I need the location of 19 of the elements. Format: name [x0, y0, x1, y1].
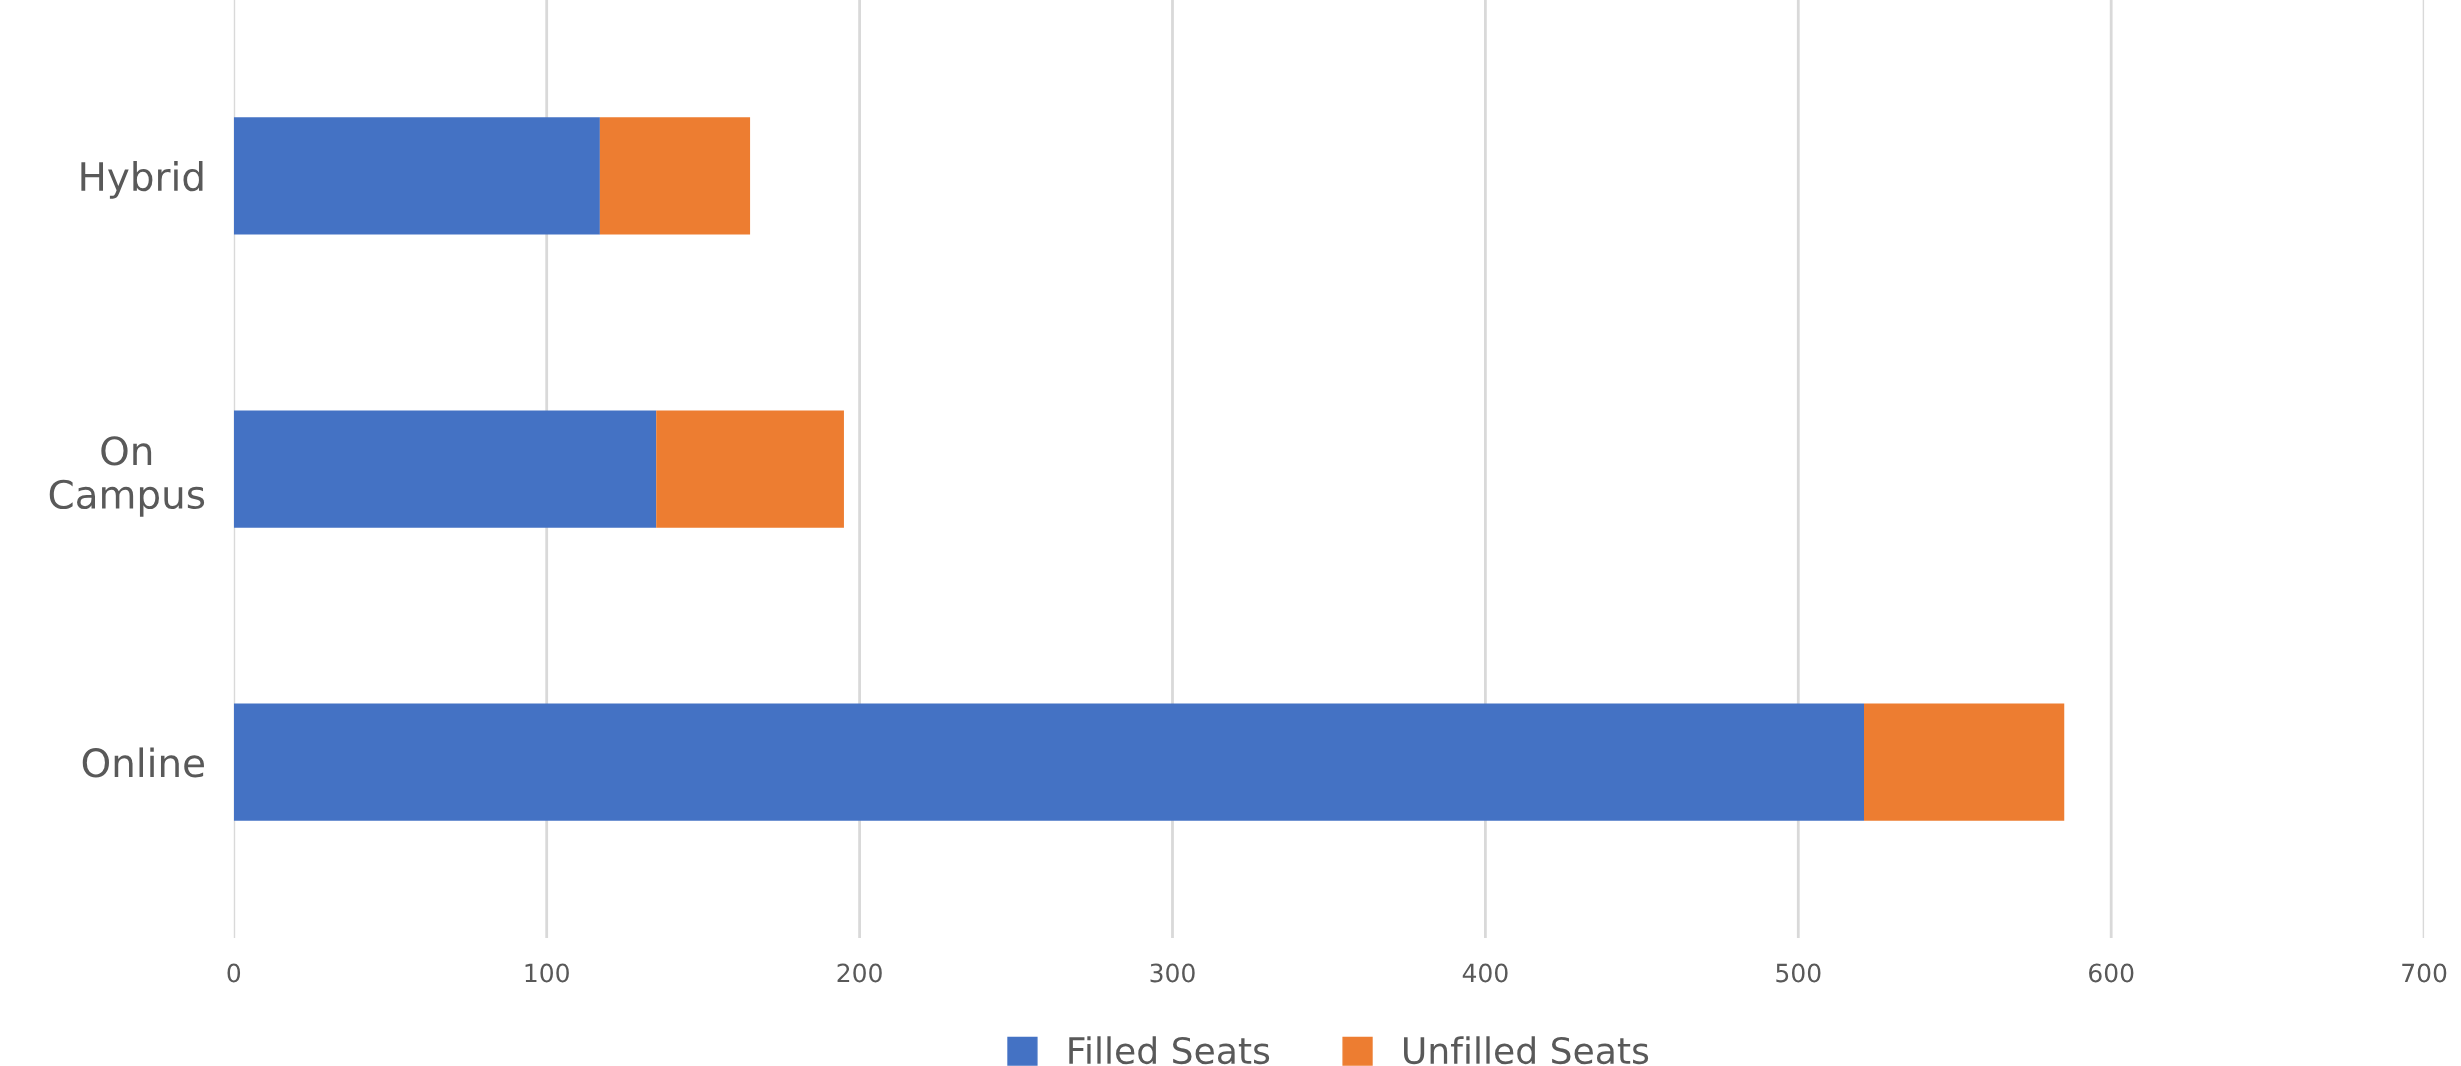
- legend-label: Unfilled Seats: [1404, 1036, 1649, 1065]
- bar: [233, 703, 1864, 821]
- x-tick-label: 0: [227, 963, 241, 983]
- bar: [233, 117, 600, 235]
- x-tick-label: 600: [2089, 963, 2134, 983]
- x-tick-label: 300: [1150, 963, 1195, 983]
- bar: [656, 410, 844, 528]
- y-tick-label: Hybrid: [81, 161, 203, 199]
- bar: [1864, 703, 2065, 821]
- x-tick-label: 500: [1776, 963, 1821, 983]
- bar: [233, 410, 657, 528]
- y-tick-label: Online: [82, 747, 204, 778]
- x-tick-label: 400: [1462, 963, 1508, 983]
- legend-label: Filled Seats: [1069, 1036, 1270, 1065]
- x-tick-label: 200: [837, 963, 882, 983]
- x-tick-label: 700: [2402, 963, 2447, 983]
- x-tick-label: 100: [525, 963, 569, 983]
- y-tick-label: On Campus: [49, 436, 205, 517]
- bar: [599, 117, 751, 235]
